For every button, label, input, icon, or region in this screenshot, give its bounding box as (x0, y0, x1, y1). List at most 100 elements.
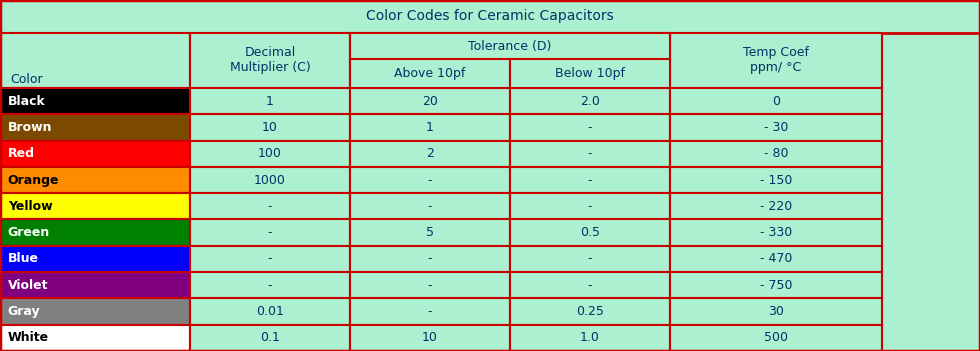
Text: Above 10pf: Above 10pf (394, 67, 466, 80)
Text: 1000: 1000 (254, 173, 286, 186)
Bar (350, 272, 510, 298)
Bar (190, 114, 350, 141)
Text: - 220: - 220 (760, 200, 792, 213)
Text: -: - (428, 173, 432, 186)
Bar (0, 325, 190, 351)
Text: Blue: Blue (8, 252, 39, 265)
Bar (190, 246, 350, 272)
Bar (350, 325, 510, 351)
Bar (0, 0, 980, 33)
Text: 5: 5 (426, 226, 434, 239)
Bar (670, 193, 882, 219)
Text: Temp Coef
ppm/ °C: Temp Coef ppm/ °C (743, 46, 809, 74)
Bar (670, 219, 882, 246)
Text: -: - (588, 200, 592, 213)
Bar (510, 219, 670, 246)
Text: 0.5: 0.5 (580, 226, 600, 239)
Bar (510, 325, 670, 351)
Bar (510, 246, 670, 272)
Text: 10: 10 (262, 121, 278, 134)
Bar (350, 246, 510, 272)
Bar (190, 141, 350, 167)
Bar (0, 219, 190, 246)
Bar (510, 193, 670, 219)
Text: - 150: - 150 (760, 173, 792, 186)
Text: 2.0: 2.0 (580, 95, 600, 108)
Bar (350, 114, 510, 141)
Text: Gray: Gray (8, 305, 40, 318)
Text: -: - (428, 200, 432, 213)
Text: Below 10pf: Below 10pf (555, 67, 625, 80)
Text: 1.0: 1.0 (580, 331, 600, 344)
Bar (350, 59, 510, 88)
Bar (670, 33, 882, 88)
Text: -: - (428, 252, 432, 265)
Bar (350, 141, 510, 167)
Bar (0, 114, 190, 141)
Text: - 330: - 330 (760, 226, 792, 239)
Bar (670, 272, 882, 298)
Text: 100: 100 (258, 147, 282, 160)
Bar (190, 167, 350, 193)
Text: Green: Green (8, 226, 50, 239)
Bar (190, 219, 350, 246)
Text: Violet: Violet (8, 279, 48, 292)
Text: -: - (428, 305, 432, 318)
Bar (0, 33, 190, 88)
Bar (510, 88, 670, 114)
Bar (0, 167, 190, 193)
Bar (0, 272, 190, 298)
Text: Red: Red (8, 147, 35, 160)
Bar (670, 246, 882, 272)
Text: -: - (428, 279, 432, 292)
Text: Color: Color (10, 73, 42, 86)
Text: -: - (268, 279, 272, 292)
Text: -: - (268, 226, 272, 239)
Bar (510, 167, 670, 193)
Bar (670, 141, 882, 167)
Text: 30: 30 (768, 305, 784, 318)
Bar (350, 33, 670, 88)
Bar (510, 298, 670, 325)
Bar (350, 88, 510, 114)
Bar (670, 298, 882, 325)
Bar (350, 33, 670, 59)
Text: - 470: - 470 (760, 252, 792, 265)
Bar (510, 114, 670, 141)
Text: 0.1: 0.1 (260, 331, 280, 344)
Text: - 750: - 750 (760, 279, 793, 292)
Text: Yellow: Yellow (8, 200, 53, 213)
Text: -: - (588, 121, 592, 134)
Text: Orange: Orange (8, 173, 60, 186)
Bar (510, 272, 670, 298)
Text: - 30: - 30 (764, 121, 788, 134)
Text: -: - (588, 252, 592, 265)
Bar (670, 325, 882, 351)
Bar (350, 193, 510, 219)
Bar (350, 167, 510, 193)
Text: 1: 1 (426, 121, 434, 134)
Bar (190, 298, 350, 325)
Text: 10: 10 (422, 331, 438, 344)
Bar (0, 88, 190, 114)
Bar (510, 141, 670, 167)
Bar (190, 272, 350, 298)
Text: -: - (268, 252, 272, 265)
Text: White: White (8, 331, 49, 344)
Text: Color Codes for Ceramic Capacitors: Color Codes for Ceramic Capacitors (367, 9, 613, 24)
Text: -: - (588, 173, 592, 186)
Bar (670, 167, 882, 193)
Text: Decimal
Multiplier (C): Decimal Multiplier (C) (229, 46, 311, 74)
Bar (0, 298, 190, 325)
Bar (350, 298, 510, 325)
Bar (670, 114, 882, 141)
Text: 20: 20 (422, 95, 438, 108)
Text: 0.25: 0.25 (576, 305, 604, 318)
Bar (670, 88, 882, 114)
Bar (0, 193, 190, 219)
Bar (190, 325, 350, 351)
Text: -: - (588, 279, 592, 292)
Bar (0, 141, 190, 167)
Text: Black: Black (8, 95, 46, 108)
Text: Tolerance (D): Tolerance (D) (468, 40, 552, 53)
